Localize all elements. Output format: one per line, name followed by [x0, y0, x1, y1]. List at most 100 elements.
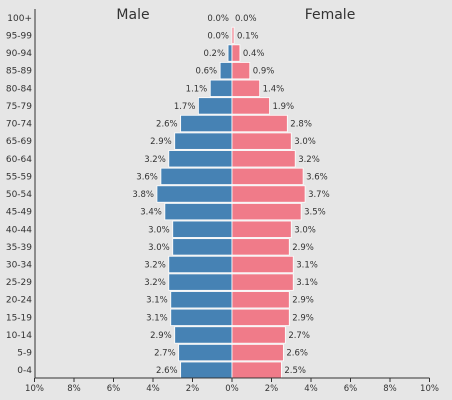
male-bar-50-54 [156, 185, 233, 203]
age-label-50-54: 50-54 [6, 190, 32, 200]
male-value-label-85-89: 0.6% [196, 67, 218, 77]
male-bar-40-44 [172, 220, 233, 238]
female-bar-90-94 [231, 44, 241, 62]
female-bar-30-34 [231, 255, 294, 274]
female-bars [231, 26, 306, 379]
male-bar-70-74 [180, 114, 233, 133]
female-value-label-80-84: 1.4% [263, 84, 285, 94]
female-value-label-25-29: 3.1% [296, 278, 318, 288]
age-label-0-4: 0-4 [17, 366, 32, 376]
female-title: Female [305, 7, 356, 23]
female-bar-50-54 [231, 185, 306, 203]
female-bar-55-59 [231, 167, 304, 185]
male-value-label-5-9: 2.7% [154, 349, 176, 359]
age-label-80-84: 80-84 [6, 84, 32, 94]
x-tick-label-4: 2% [186, 384, 200, 394]
value-labels: 0.0% 0.0% 0.0% 0.1% 0.2% 0.4% 0.6% 0.9% 1.1% 1.4%… [132, 14, 329, 376]
male-value-label-15-19: 3.1% [146, 313, 168, 323]
male-value-label-50-54: 3.8% [132, 190, 154, 200]
x-tick-label-5: 0% [225, 384, 239, 394]
male-bar-30-34 [168, 255, 233, 274]
male-bar-80-84 [209, 79, 233, 97]
male-bar-15-19 [170, 308, 233, 326]
male-value-label-80-84: 1.1% [186, 84, 208, 94]
x-tick-label-10: 10% [420, 384, 439, 394]
male-bar-85-89 [219, 62, 233, 80]
female-bar-70-74 [231, 114, 288, 133]
age-label-60-64: 60-64 [6, 155, 32, 165]
female-bar-75-79 [231, 97, 270, 115]
x-tick-label-6: 2% [265, 384, 279, 394]
male-value-label-90-94: 0.2% [203, 49, 225, 59]
female-value-label-60-64: 3.2% [298, 155, 320, 165]
female-bar-35-39 [231, 238, 290, 256]
age-label-55-59: 55-59 [6, 172, 32, 182]
x-tick-label-7: 4% [304, 384, 318, 394]
x-tick-label-9: 8% [383, 384, 397, 394]
female-value-label-85-89: 0.9% [253, 67, 275, 77]
female-bar-0-4 [231, 361, 282, 379]
female-bar-40-44 [231, 220, 292, 238]
age-label-70-74: 70-74 [6, 120, 32, 130]
age-label-100+: 100+ [7, 14, 32, 24]
male-value-label-60-64: 3.2% [144, 155, 166, 165]
male-value-label-35-39: 3.0% [148, 243, 170, 253]
age-label-45-49: 45-49 [6, 208, 32, 218]
male-value-label-0-4: 2.6% [156, 366, 178, 376]
x-tick-label-2: 6% [107, 384, 121, 394]
male-bar-25-29 [168, 273, 233, 291]
female-value-label-90-94: 0.4% [243, 49, 265, 59]
female-value-label-30-34: 3.1% [296, 260, 318, 270]
male-value-label-25-29: 3.2% [144, 278, 166, 288]
female-bar-20-24 [231, 291, 290, 309]
female-value-label-15-19: 2.9% [292, 313, 314, 323]
male-value-label-30-34: 3.2% [144, 260, 166, 270]
male-value-label-20-24: 3.1% [146, 296, 168, 306]
age-label-15-19: 15-19 [6, 313, 32, 323]
male-bar-5-9 [178, 343, 233, 362]
male-bar-90-94 [227, 44, 233, 62]
female-value-label-75-79: 1.9% [273, 102, 295, 112]
female-value-label-65-69: 3.0% [294, 137, 316, 147]
female-bar-45-49 [231, 203, 302, 221]
x-tick-label-1: 8% [67, 384, 81, 394]
age-label-75-79: 75-79 [6, 102, 32, 112]
age-label-30-34: 30-34 [6, 260, 32, 270]
female-value-label-0-4: 2.5% [284, 366, 306, 376]
age-label-90-94: 90-94 [6, 49, 32, 59]
age-label-40-44: 40-44 [6, 225, 32, 235]
female-value-label-55-59: 3.6% [306, 172, 328, 182]
male-title: Male [116, 7, 149, 23]
female-bar-95-99 [231, 26, 235, 45]
female-bar-15-19 [231, 308, 290, 326]
male-value-label-10-14: 2.9% [150, 331, 172, 341]
age-label-35-39: 35-39 [6, 243, 32, 253]
male-value-label-65-69: 2.9% [150, 137, 172, 147]
female-bar-10-14 [231, 326, 286, 344]
female-bar-5-9 [231, 343, 284, 362]
female-value-label-100+: 0.0% [235, 14, 257, 24]
male-bar-75-79 [198, 97, 233, 115]
female-value-label-45-49: 3.5% [304, 208, 326, 218]
female-bar-65-69 [231, 132, 292, 150]
female-bar-60-64 [231, 150, 296, 168]
age-label-25-29: 25-29 [6, 278, 32, 288]
male-bar-20-24 [170, 291, 233, 309]
age-label-10-14: 10-14 [6, 331, 32, 341]
age-label-65-69: 65-69 [6, 137, 32, 147]
age-label-95-99: 95-99 [6, 31, 32, 41]
x-axis: 10% 8% 6% 4% 2% 0% 2% 4% 6% 8% 10% [25, 9, 439, 394]
female-bar-80-84 [231, 79, 261, 97]
male-value-label-75-79: 1.7% [174, 102, 196, 112]
female-value-label-20-24: 2.9% [292, 296, 314, 306]
age-label-85-89: 85-89 [6, 67, 32, 77]
x-tick-label-8: 6% [344, 384, 358, 394]
female-bar-25-29 [231, 273, 294, 291]
male-value-label-45-49: 3.4% [140, 208, 162, 218]
age-group-labels: 100+ 95-99 90-94 85-89 80-84 75-79 70-74 65-69 6… [6, 14, 32, 376]
female-value-label-5-9: 2.6% [286, 349, 308, 359]
male-bar-45-49 [164, 203, 233, 221]
male-value-label-100+: 0.0% [207, 14, 229, 24]
male-bar-0-4 [180, 361, 233, 379]
